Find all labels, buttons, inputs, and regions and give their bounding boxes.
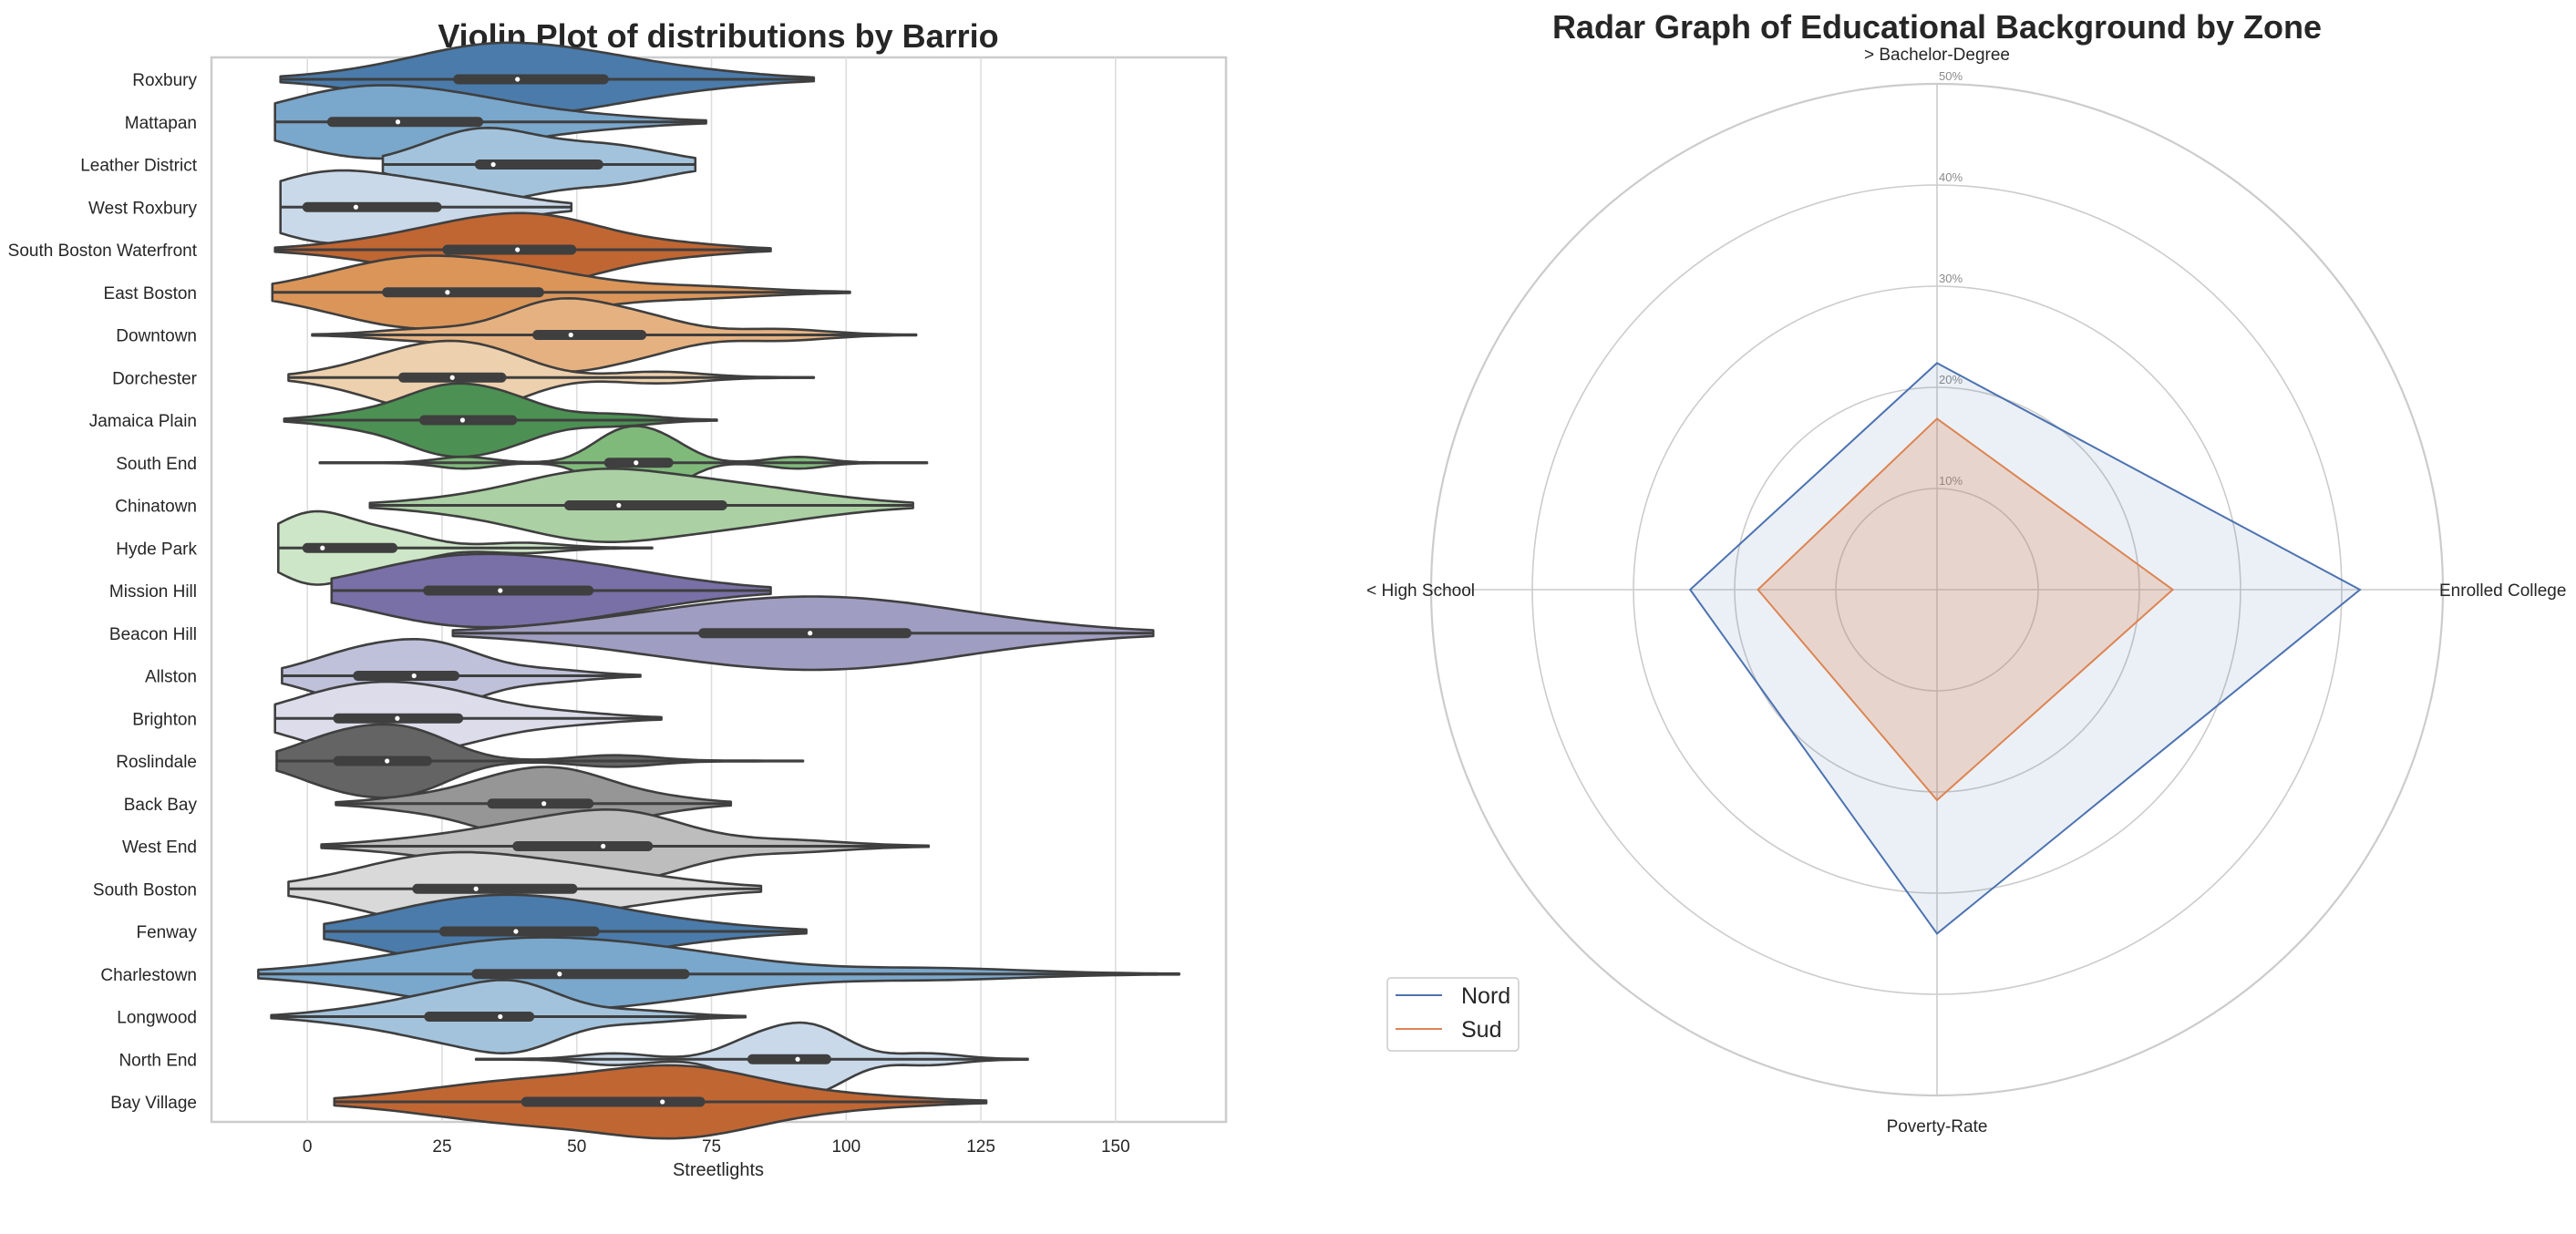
violin-mission-hill xyxy=(330,552,772,629)
violin-beacon-hill xyxy=(451,595,1155,672)
radar-area xyxy=(1757,418,2173,800)
violin-median-point xyxy=(513,929,519,934)
violin-median-point xyxy=(473,886,479,891)
violin-median-point xyxy=(411,673,417,679)
violin-north-end xyxy=(474,1021,1029,1097)
violin-median-point xyxy=(449,375,455,380)
violin-bay-village xyxy=(333,1064,988,1140)
violin-median-point xyxy=(808,631,813,636)
radar-outline xyxy=(1688,362,2362,935)
violin-chart: Violin Plot of distributions by Barrio 0… xyxy=(8,17,1228,1180)
radar-legend: Nord Sud xyxy=(1386,977,1520,1052)
x-tick-label: 50 xyxy=(567,1137,586,1157)
y-tick-label: West Roxbury xyxy=(88,199,197,218)
radar-area xyxy=(1690,363,2360,934)
radar-grid: 10% 20% 30% 40% 50% xyxy=(1429,69,2445,1097)
violin-median-point xyxy=(498,1013,503,1020)
y-tick-label: Allston xyxy=(145,668,197,687)
radar-r-tick-label: 20% xyxy=(1939,373,1963,386)
y-tick-label: Mission Hill xyxy=(109,582,197,602)
violin-west-roxbury xyxy=(279,169,573,245)
violin-median-point xyxy=(660,1099,665,1105)
y-tick-label: Leather District xyxy=(80,157,197,176)
violin-median-point xyxy=(557,972,562,977)
radar-series-nord xyxy=(1688,362,2362,935)
violin-longwood xyxy=(270,979,747,1054)
y-tick-label: Jamaica Plain xyxy=(89,412,197,431)
violin-back-bay xyxy=(335,766,733,842)
radar-r-tick-label: 50% xyxy=(1939,69,1963,83)
y-tick-label: Roslindale xyxy=(116,753,197,772)
violin-median-point xyxy=(568,332,573,338)
x-tick-label: 0 xyxy=(303,1137,313,1157)
violin-median-point xyxy=(515,77,520,82)
legend-label-sud: Sud xyxy=(1461,1017,1501,1043)
violin-bodies xyxy=(257,41,1180,1140)
y-tick-label: East Boston xyxy=(104,284,197,303)
y-tick-label: Mattapan xyxy=(125,114,197,133)
y-tick-label: Bay Village xyxy=(110,1094,197,1113)
y-tick-label: South End xyxy=(116,455,197,474)
radar-axis-label: < High School xyxy=(1366,581,1475,601)
violin-median-point xyxy=(498,588,503,593)
violin-median-point xyxy=(353,204,359,210)
violin-median-point xyxy=(541,801,547,807)
violin-y-labels: Roxbury Mattapan Leather District West Roxb… xyxy=(8,71,198,1113)
violin-median-point xyxy=(445,290,450,295)
y-tick-label: Dorchester xyxy=(112,369,198,388)
violin-median-point xyxy=(385,758,390,764)
radar-outline xyxy=(1757,417,2175,802)
y-tick-label: Fenway xyxy=(136,923,197,942)
radar-r-tick-label: 10% xyxy=(1939,474,1963,488)
violin-median-point xyxy=(459,417,466,423)
x-tick-label: 25 xyxy=(432,1137,451,1157)
radar-axis-labels: > Bachelor-Degree Enrolled College Poverty… xyxy=(1366,46,2566,1136)
radar-axis-label: > Bachelor-Degree xyxy=(1864,46,2010,65)
violin-median-point xyxy=(395,715,400,721)
violin-median-point xyxy=(515,247,520,252)
y-tick-label: Beacon Hill xyxy=(109,625,197,644)
y-tick-label: Charlestown xyxy=(100,966,197,985)
violin-median-point xyxy=(320,545,325,550)
y-tick-label: Brighton xyxy=(132,710,197,729)
y-tick-label: South Boston xyxy=(93,880,197,900)
x-tick-label: 125 xyxy=(966,1137,995,1157)
violin-chinatown xyxy=(368,468,914,543)
violin-median-point xyxy=(490,161,496,168)
violin-x-axis-label: Streetlights xyxy=(673,1160,764,1180)
violin-jamaica-plain xyxy=(283,382,718,458)
radar-r-tick-label: 40% xyxy=(1939,170,1963,184)
radar-r-tick-label: 30% xyxy=(1939,272,1963,285)
violin-south-end xyxy=(318,425,929,501)
y-tick-label: Back Bay xyxy=(124,796,198,815)
violin-roslindale xyxy=(275,723,805,799)
radar-axis-label: Enrolled College xyxy=(2439,581,2566,601)
violin-median-point xyxy=(795,1056,800,1062)
radar-series-sud xyxy=(1757,417,2175,802)
y-tick-label: North End xyxy=(118,1051,197,1070)
violin-x-ticks: 0 25 50 75 100 125 150 xyxy=(303,1137,1130,1157)
radar-axis-label: Poverty-Rate xyxy=(1887,1117,1988,1136)
y-tick-label: South Boston Waterfront xyxy=(8,242,198,261)
radar-chart-title: Radar Graph of Educational Background by… xyxy=(1552,8,2322,46)
x-tick-label: 100 xyxy=(831,1137,860,1157)
y-tick-label: Roxbury xyxy=(132,71,197,90)
y-tick-label: Chinatown xyxy=(115,498,197,517)
y-tick-label: Downtown xyxy=(116,327,197,346)
x-tick-label: 150 xyxy=(1101,1137,1130,1157)
x-tick-label: 75 xyxy=(702,1137,721,1157)
violin-median-point xyxy=(634,460,639,466)
violin-median-point xyxy=(616,502,622,509)
violin-median-point xyxy=(601,843,606,849)
violin-median-point xyxy=(395,119,401,125)
y-tick-label: West End xyxy=(122,838,197,858)
radar-series xyxy=(1688,362,2362,935)
violin-leather-district xyxy=(381,127,697,202)
y-tick-label: Hyde Park xyxy=(116,540,197,559)
legend-label-nord: Nord xyxy=(1461,983,1510,1009)
y-tick-label: Longwood xyxy=(117,1009,197,1028)
radar-chart: Radar Graph of Educational Background by… xyxy=(1366,8,2566,1136)
